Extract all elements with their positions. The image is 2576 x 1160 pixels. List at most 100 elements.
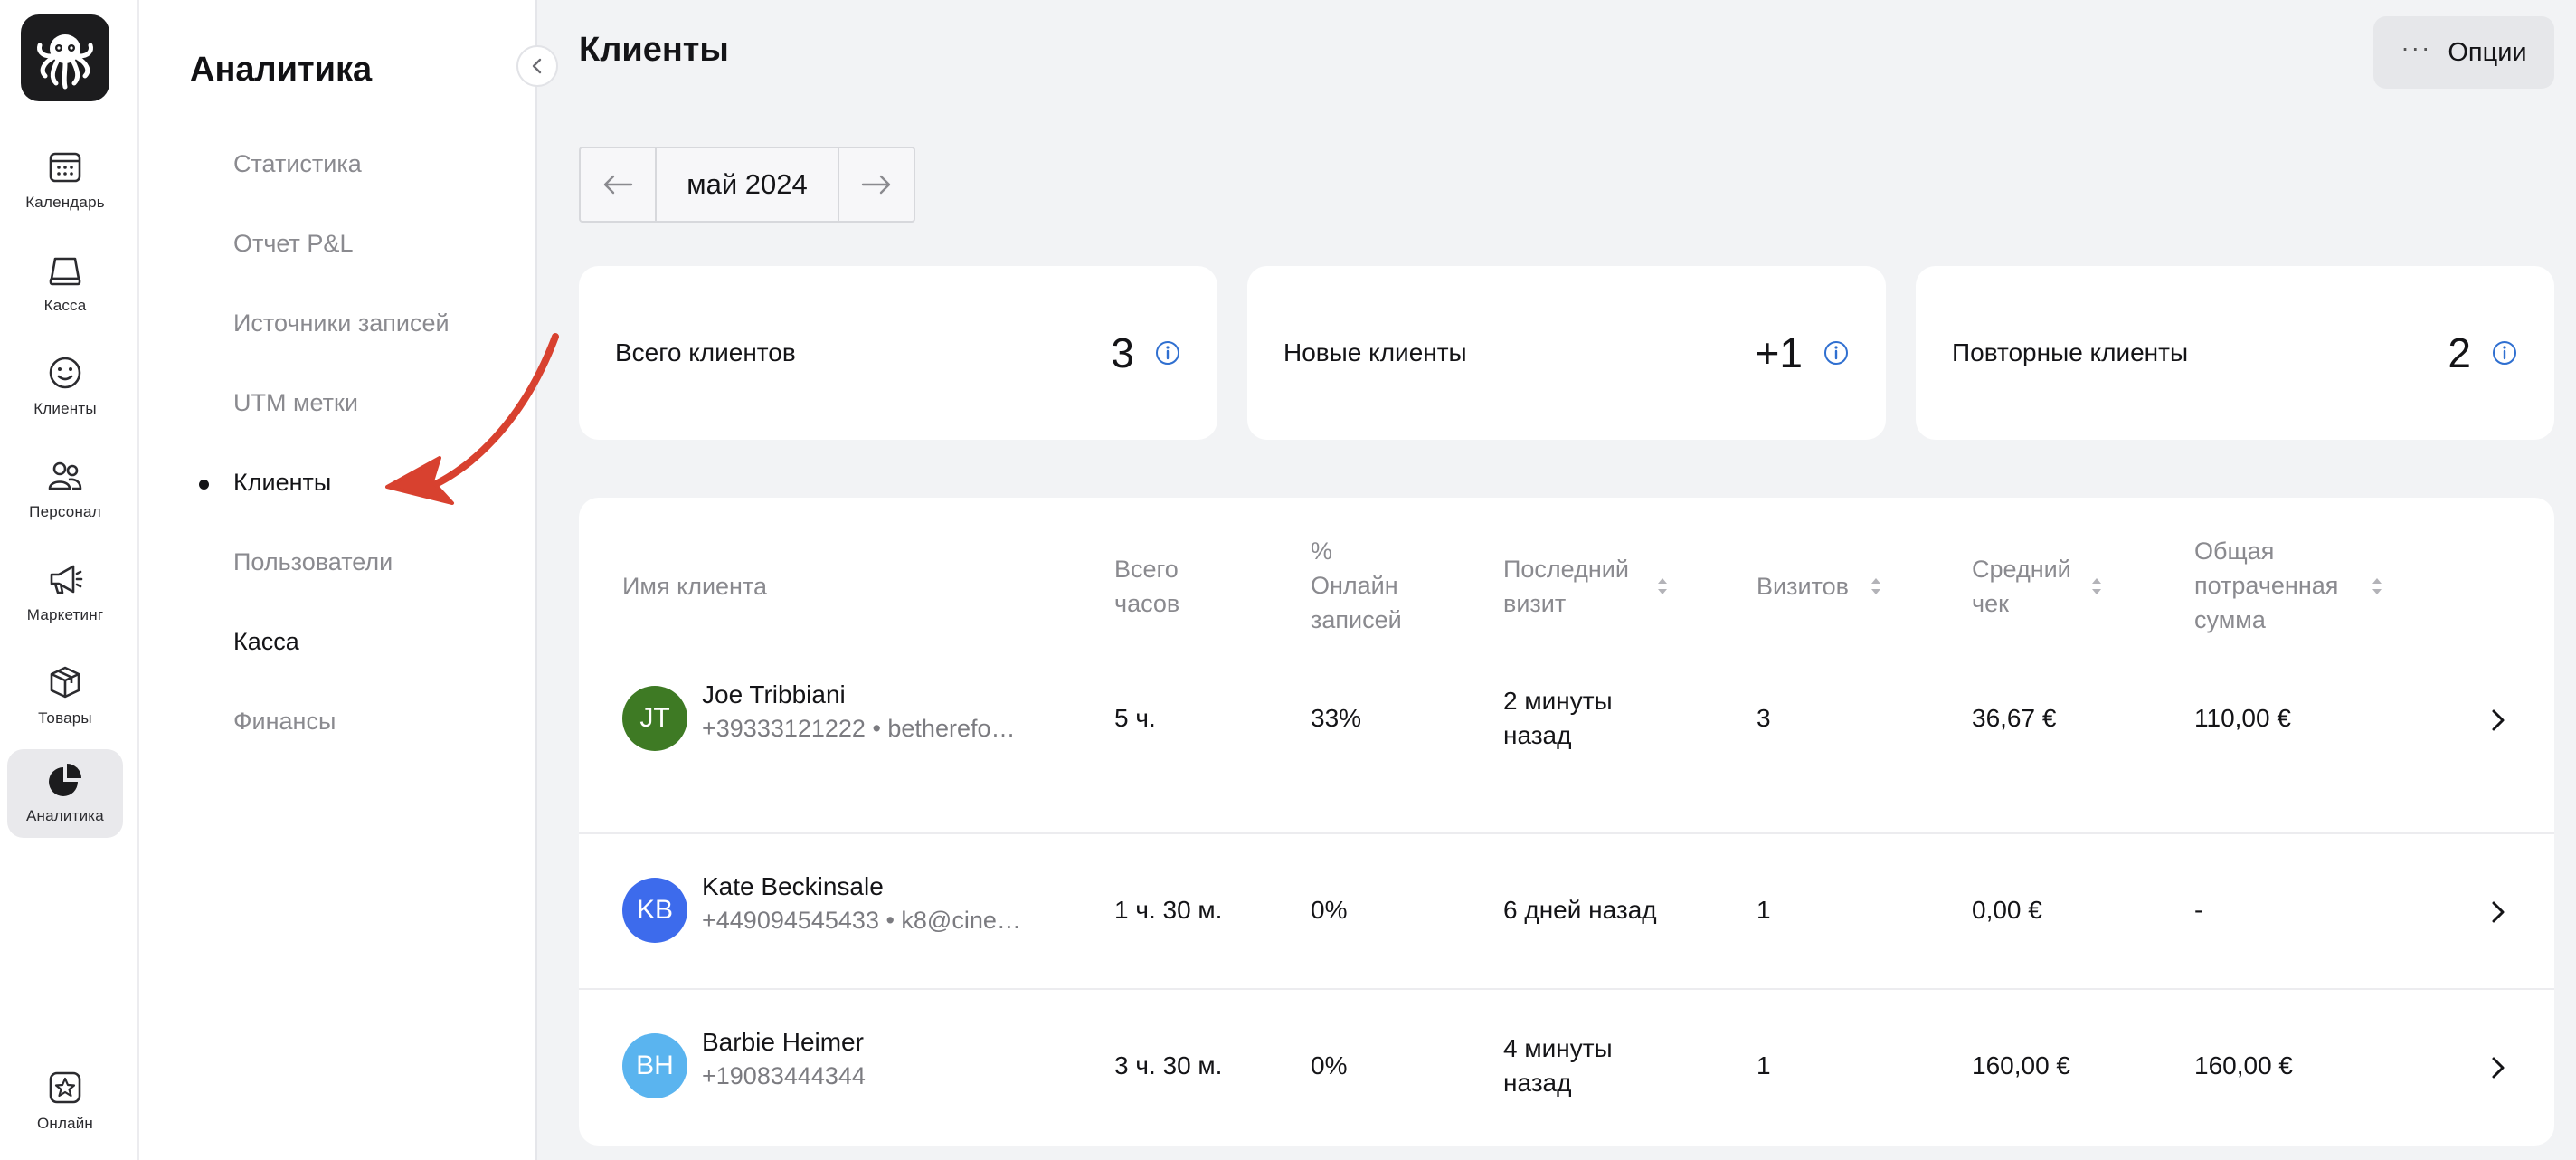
stat-value: 2 xyxy=(2448,329,2471,376)
cell-total: - xyxy=(2194,896,2203,924)
sort-icon[interactable] xyxy=(1869,575,1883,598)
smile-icon xyxy=(49,357,81,389)
cell-line: назад xyxy=(1503,721,1572,749)
chevron-left-icon xyxy=(532,58,542,74)
arrow-left-icon xyxy=(603,175,633,195)
icon-rail: Календарь Касса Клиенты Персонал xyxy=(0,0,139,1160)
team-icon xyxy=(48,461,82,490)
rail-item-clients[interactable]: Клиенты xyxy=(7,342,123,431)
client-name[interactable]: Kate Beckinsale xyxy=(702,872,884,900)
chevron-right-icon[interactable] xyxy=(2486,708,2511,733)
clients-table: Имя клиента Всего часов % Онлайн записей… xyxy=(579,498,2554,1146)
analytics-subnav: Аналитика Статистика Отчет P&L Источники… xyxy=(139,0,558,1160)
chevron-right-icon[interactable] xyxy=(2486,1055,2511,1080)
client-contact: +39333121222 • betherefo… xyxy=(702,715,1016,742)
info-icon[interactable] xyxy=(1823,339,1850,366)
table-row[interactable]: JT Joe Tribbiani +39333121222 • betheref… xyxy=(579,642,2554,798)
header-line: часов xyxy=(1114,590,1180,617)
cell-total: 160,00 € xyxy=(2194,1051,2293,1079)
table-row[interactable]: BH Barbie Heimer +19083444344 3 ч. 30 м.… xyxy=(579,988,2554,1144)
subnav-item-users[interactable]: Пользователи xyxy=(233,548,393,575)
pie-chart-icon xyxy=(49,764,81,796)
rail-label: Маркетинг xyxy=(26,606,104,623)
subnav-item-clients[interactable]: Клиенты xyxy=(233,469,332,496)
rail-item-products[interactable]: Товары xyxy=(7,651,123,740)
cell-online: 0% xyxy=(1311,896,1348,924)
sort-icon[interactable] xyxy=(2089,575,2104,598)
chevron-right-icon[interactable] xyxy=(2486,899,2511,925)
column-header-hours[interactable]: Всего часов xyxy=(1114,534,1179,639)
megaphone-icon xyxy=(50,565,83,594)
header-line: записей xyxy=(1311,606,1402,633)
column-header-average-check[interactable]: Средний чек xyxy=(1972,534,2071,639)
column-header-visits[interactable]: Визитов xyxy=(1757,573,1849,600)
star-icon xyxy=(49,1071,81,1104)
header-line: чек xyxy=(1972,590,2009,617)
rail-label: Товары xyxy=(38,709,92,727)
cell-hours: 1 ч. 30 м. xyxy=(1114,896,1223,924)
rail-item-analytics[interactable]: Аналитика xyxy=(7,749,123,838)
cell-last-visit: 2 минуты назад xyxy=(1503,684,1613,753)
subnav-title: Аналитика xyxy=(190,51,373,89)
cell-total: 110,00 € xyxy=(2194,704,2291,732)
current-month[interactable]: май 2024 xyxy=(655,148,839,221)
subnav-item-finance[interactable]: Финансы xyxy=(233,708,336,735)
active-indicator xyxy=(199,480,209,490)
subnav-item-sources[interactable]: Источники записей xyxy=(233,309,450,337)
next-month-button[interactable] xyxy=(839,148,914,221)
rail-label: Онлайн xyxy=(36,1115,94,1132)
cell-visits: 1 xyxy=(1757,896,1771,924)
rail-label: Персонал xyxy=(29,503,101,520)
info-icon[interactable] xyxy=(1154,339,1181,366)
options-label: Опции xyxy=(2448,37,2527,67)
column-header-last-visit[interactable]: Последний визит xyxy=(1503,534,1629,639)
rail-item-calendar[interactable]: Календарь xyxy=(7,136,123,224)
rail-label: Клиенты xyxy=(33,400,97,417)
info-icon[interactable] xyxy=(2491,339,2518,366)
sort-icon[interactable] xyxy=(2370,575,2384,598)
page-title: Клиенты xyxy=(579,31,729,69)
cell-visits: 3 xyxy=(1757,704,1771,732)
rail-item-online[interactable]: Онлайн xyxy=(7,1057,123,1146)
calendar-icon xyxy=(49,152,81,183)
cell-last-visit: 6 дней назад xyxy=(1503,896,1657,924)
stat-card-new-clients: Новые клиенты +1 xyxy=(1247,266,1886,440)
register-icon xyxy=(49,257,81,286)
client-contact: +19083444344 xyxy=(702,1062,866,1089)
stat-card-total-clients: Всего клиентов 3 xyxy=(579,266,1217,440)
subnav-item-statistics[interactable]: Статистика xyxy=(233,150,362,177)
stat-card-returning-clients: Повторные клиенты 2 xyxy=(1916,266,2554,440)
stat-value: 3 xyxy=(1111,329,1134,376)
header-line: потраченная xyxy=(2194,572,2339,599)
client-contact: +449094545433 • k8@cine… xyxy=(702,907,1021,934)
rail-item-marketing[interactable]: Маркетинг xyxy=(7,548,123,637)
subnav-item-utm[interactable]: UTM метки xyxy=(233,389,358,416)
rail-item-staff[interactable]: Персонал xyxy=(7,445,123,534)
collapse-sidebar-button[interactable] xyxy=(516,45,558,87)
octopus-logo-icon[interactable] xyxy=(21,14,109,101)
client-name[interactable]: Joe Tribbiani xyxy=(702,680,846,708)
prev-month-button[interactable] xyxy=(581,148,655,221)
options-button[interactable]: ··· Опции xyxy=(2373,16,2554,89)
column-header-total-spent[interactable]: Общая потраченная сумма xyxy=(2194,534,2338,637)
header-line: визит xyxy=(1503,590,1567,617)
rail-label: Календарь xyxy=(25,194,105,211)
header-line: Онлайн xyxy=(1311,572,1398,599)
header-line: Всего xyxy=(1114,556,1179,583)
subnav-item-pnl[interactable]: Отчет P&L xyxy=(233,230,354,257)
header-line: Последний xyxy=(1503,556,1629,583)
client-name[interactable]: Barbie Heimer xyxy=(702,1028,864,1056)
subnav-item-register[interactable]: Касса xyxy=(233,628,299,655)
rail-item-register[interactable]: Касса xyxy=(7,239,123,328)
table-row[interactable]: KB Kate Beckinsale +449094545433 • k8@ci… xyxy=(579,832,2554,988)
cell-line: 4 минуты xyxy=(1503,1034,1613,1062)
cell-average: 160,00 € xyxy=(1972,1051,2070,1079)
header-line: Общая xyxy=(2194,537,2275,565)
cell-hours: 3 ч. 30 м. xyxy=(1114,1051,1223,1079)
column-header-online[interactable]: % Онлайн записей xyxy=(1311,534,1402,637)
cell-online: 33% xyxy=(1311,704,1362,732)
column-header-name[interactable]: Имя клиента xyxy=(622,573,768,600)
stat-label: Повторные клиенты xyxy=(1952,338,2189,366)
avatar: KB xyxy=(622,878,687,943)
sort-icon[interactable] xyxy=(1655,575,1670,598)
